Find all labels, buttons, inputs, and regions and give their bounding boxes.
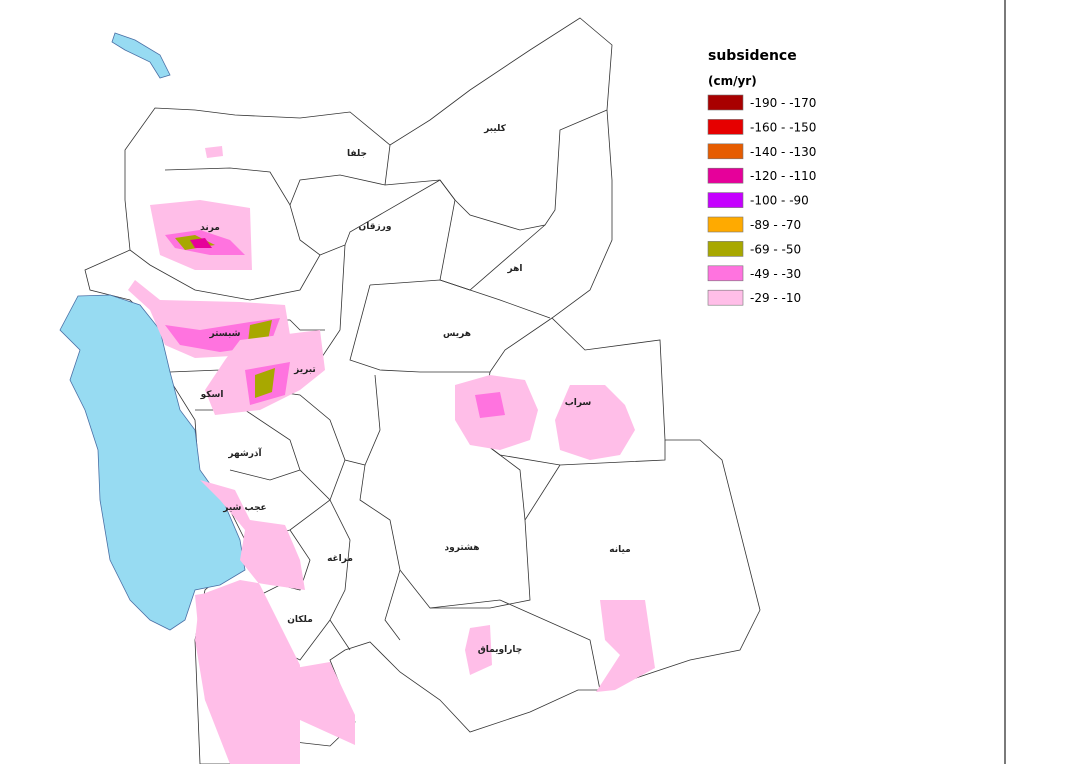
county-label: چاراویماق bbox=[478, 645, 523, 655]
legend-swatch bbox=[707, 241, 744, 257]
county-label: شبستر bbox=[209, 329, 241, 339]
legend-swatch bbox=[707, 167, 744, 184]
legend-swatch bbox=[707, 192, 744, 208]
legend-label: -190 - -170 bbox=[750, 96, 816, 110]
county-label: عجب شیر bbox=[222, 503, 266, 513]
county-label: ملکان bbox=[287, 615, 313, 625]
legend-label: -100 - -90 bbox=[750, 194, 809, 208]
lake-urmia bbox=[59, 294, 246, 631]
legend-swatch bbox=[707, 289, 744, 306]
county-label: هشترود bbox=[445, 543, 480, 553]
county-label: سراب bbox=[565, 398, 592, 408]
legend-swatch bbox=[707, 119, 744, 135]
county-label: جلفا bbox=[347, 149, 367, 159]
legend-swatch bbox=[707, 94, 744, 111]
county-label: میانه bbox=[609, 545, 630, 555]
legend-label: -89 - -70 bbox=[750, 218, 801, 232]
legend-label: -140 - -130 bbox=[750, 145, 816, 159]
subsidence-zones bbox=[128, 146, 655, 764]
legend-swatch bbox=[707, 216, 744, 233]
county-label: مراغه bbox=[327, 554, 353, 564]
county-label: مرند bbox=[200, 223, 220, 233]
legend-unit: (cm/yr) bbox=[708, 74, 757, 88]
province-outline bbox=[84, 17, 761, 764]
county-labels: جلفا کلیبر مرند ورزقان اهر شبستر تبریز ه… bbox=[200, 124, 631, 655]
legend-title: subsidence bbox=[708, 48, 797, 64]
lake bbox=[111, 32, 171, 79]
county-label: اهر bbox=[507, 264, 523, 274]
legend: subsidence (cm/yr) -190 - -170 -160 - -15… bbox=[707, 48, 816, 306]
county-label: کلیبر bbox=[483, 124, 507, 134]
legend-label: -29 - -10 bbox=[750, 291, 801, 305]
legend-label: -120 - -110 bbox=[750, 169, 816, 183]
county-label: هریس bbox=[443, 329, 471, 339]
county-label: آذرشهر bbox=[227, 447, 262, 459]
legend-swatch bbox=[707, 143, 744, 160]
county-label: ورزقان bbox=[359, 222, 392, 232]
legend-label: -69 - -50 bbox=[750, 242, 801, 256]
legend-swatch bbox=[707, 265, 744, 282]
county-label: اسکو bbox=[200, 390, 224, 400]
legend-label: -49 - -30 bbox=[750, 267, 801, 281]
legend-label: -160 - -150 bbox=[750, 120, 816, 134]
county-label: تبریز bbox=[293, 365, 316, 375]
